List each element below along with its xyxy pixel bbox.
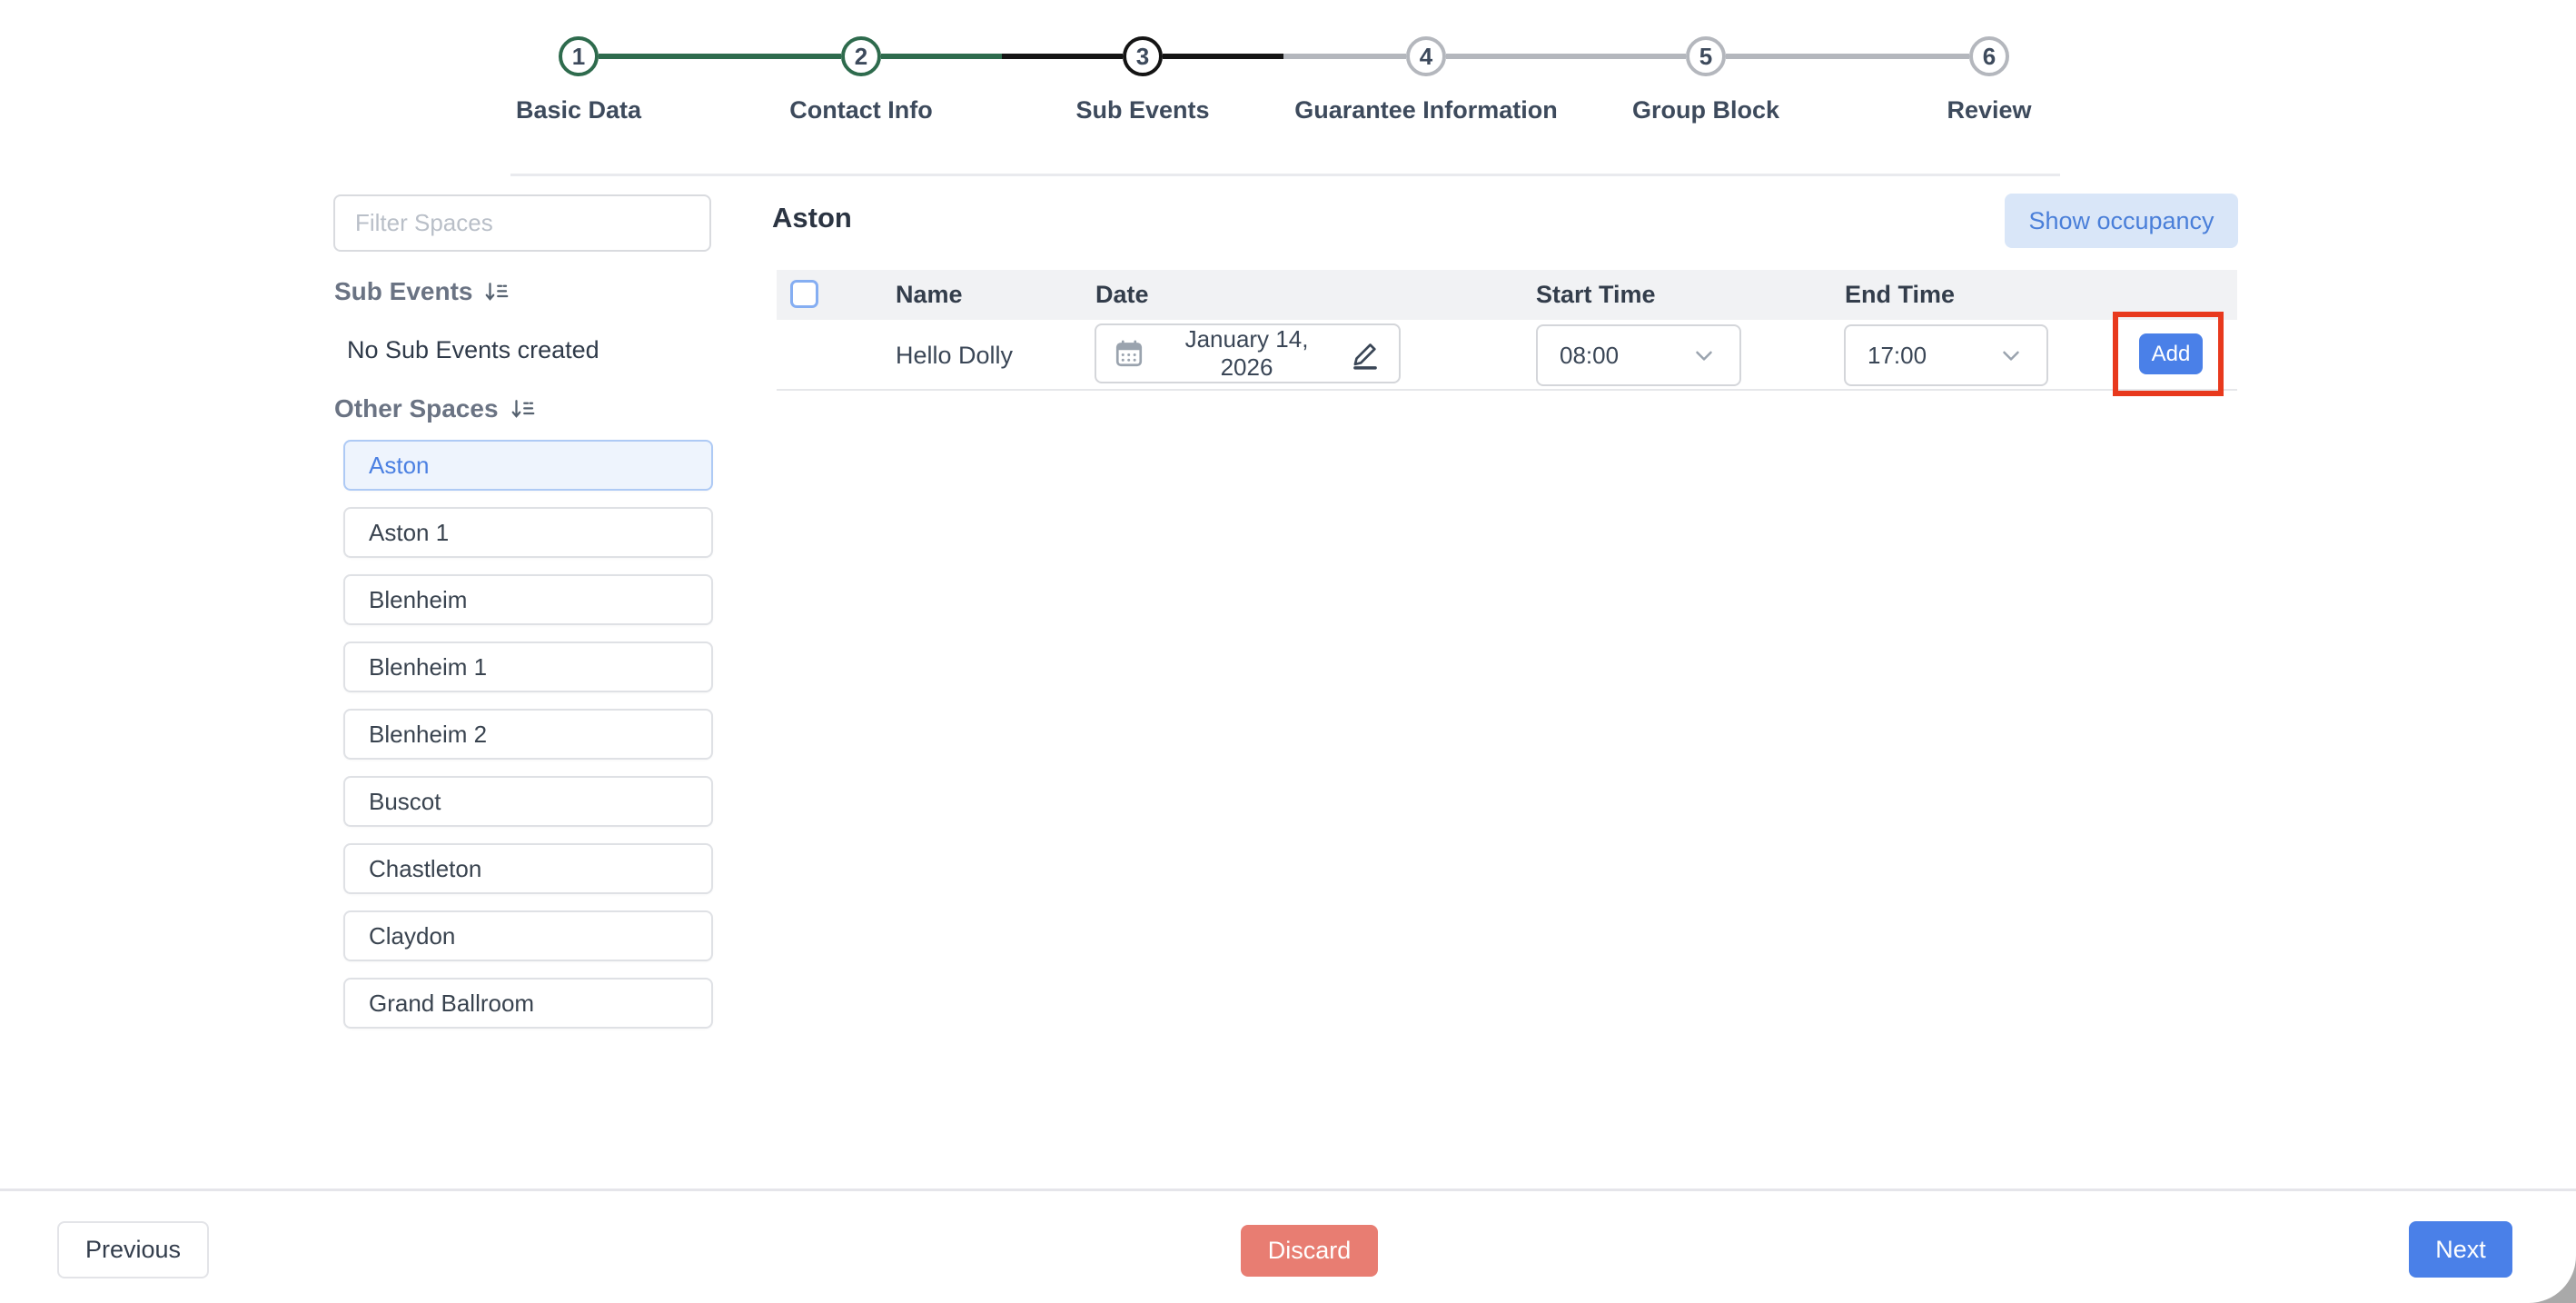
- column-header-name: Name: [896, 281, 963, 308]
- column-header-end-time: End Time: [1845, 281, 1956, 308]
- column-header-date: Date: [1095, 281, 1149, 308]
- other-spaces-header-label: Other Spaces: [334, 394, 499, 423]
- previous-button[interactable]: Previous: [57, 1221, 209, 1278]
- filter-spaces-input[interactable]: [333, 194, 711, 252]
- select-all-checkbox[interactable]: [790, 280, 818, 308]
- stepper-connector: [1726, 54, 1969, 59]
- date-picker-field[interactable]: January 14, 2026: [1095, 323, 1401, 383]
- step-label: Guarantee Information: [1294, 96, 1558, 124]
- footer-divider: [0, 1189, 2576, 1191]
- step-label: Review: [1947, 96, 2032, 124]
- calendar-icon: [1113, 337, 1145, 370]
- event-name-cell: Hello Dolly: [896, 341, 1014, 369]
- table-row: Hello Dolly January 14, 2026: [777, 320, 2237, 391]
- sort-list-icon[interactable]: [510, 395, 537, 423]
- sub-events-table: Name Date Start Time End Time Hello Doll…: [777, 270, 2237, 391]
- space-item-chastleton[interactable]: Chastleton: [343, 843, 713, 894]
- space-item-buscot[interactable]: Buscot: [343, 776, 713, 827]
- space-item-blenheim-2[interactable]: Blenheim 2: [343, 709, 713, 760]
- step-circle: 3: [1123, 36, 1163, 76]
- date-value: January 14, 2026: [1184, 325, 1309, 381]
- step-label: Basic Data: [515, 96, 642, 124]
- step-guarantee-information[interactable]: 4 Guarantee Information: [1294, 36, 1558, 124]
- step-label: Contact Info: [789, 96, 933, 124]
- start-time-value: 08:00: [1560, 341, 1620, 369]
- add-button[interactable]: Add: [2139, 333, 2203, 374]
- step-label: Sub Events: [1075, 96, 1210, 124]
- discard-button[interactable]: Discard: [1241, 1225, 1378, 1277]
- space-item-blenheim[interactable]: Blenheim: [343, 574, 713, 625]
- step-circle: 1: [559, 36, 599, 76]
- end-time-select[interactable]: 17:00: [1844, 324, 2048, 386]
- stepper-connector: [1002, 54, 1123, 59]
- window-rounded-corner: [2529, 1256, 2576, 1303]
- space-item-grand-ballroom[interactable]: Grand Ballroom: [343, 978, 713, 1029]
- other-spaces-list: Aston Aston 1 Blenheim Blenheim 1 Blenhe…: [343, 440, 713, 1029]
- no-sub-events-message: No Sub Events created: [347, 336, 599, 363]
- column-header-start-time: Start Time: [1536, 281, 1656, 308]
- table-header-row: Name Date Start Time End Time: [777, 270, 2237, 320]
- other-spaces-section-header: Other Spaces: [334, 394, 537, 423]
- space-item-claydon[interactable]: Claydon: [343, 910, 713, 961]
- start-time-select[interactable]: 08:00: [1536, 324, 1741, 386]
- chevron-down-icon: [1690, 342, 1718, 369]
- stepper-connector: [1163, 54, 1283, 59]
- space-item-aston-1[interactable]: Aston 1: [343, 507, 713, 558]
- sort-list-icon[interactable]: [483, 278, 510, 305]
- step-review[interactable]: 6 Review: [1862, 36, 2116, 124]
- step-circle: 6: [1969, 36, 2009, 76]
- stepper-connector: [1283, 54, 1406, 59]
- chevron-down-icon: [1997, 342, 2025, 369]
- selected-space-title: Aston: [772, 202, 852, 234]
- step-basic-data[interactable]: 1 Basic Data: [451, 36, 706, 124]
- sub-events-section-header: Sub Events: [334, 277, 510, 306]
- space-item-blenheim-1[interactable]: Blenheim 1: [343, 642, 713, 692]
- show-occupancy-button[interactable]: Show occupancy: [2005, 194, 2238, 248]
- step-circle: 5: [1686, 36, 1726, 76]
- stepper-connector: [881, 54, 1002, 59]
- step-circle: 2: [841, 36, 881, 76]
- sub-events-header-label: Sub Events: [334, 277, 473, 305]
- step-contact-info[interactable]: 2 Contact Info: [734, 36, 988, 124]
- step-group-block[interactable]: 5 Group Block: [1579, 36, 1833, 124]
- stepper-connector: [1446, 54, 1686, 59]
- step-circle: 4: [1406, 36, 1446, 76]
- wizard-stepper: 1 Basic Data 2 Contact Info 3 Sub Events…: [0, 0, 2576, 182]
- next-button[interactable]: Next: [2409, 1221, 2512, 1278]
- end-time-value: 17:00: [1868, 341, 1927, 369]
- step-sub-events[interactable]: 3 Sub Events: [1016, 36, 1270, 124]
- stepper-connector: [599, 54, 841, 59]
- space-item-aston[interactable]: Aston: [343, 440, 713, 491]
- stepper-divider: [510, 174, 2060, 176]
- step-label: Group Block: [1631, 96, 1779, 124]
- edit-pencil-icon[interactable]: [1348, 336, 1382, 371]
